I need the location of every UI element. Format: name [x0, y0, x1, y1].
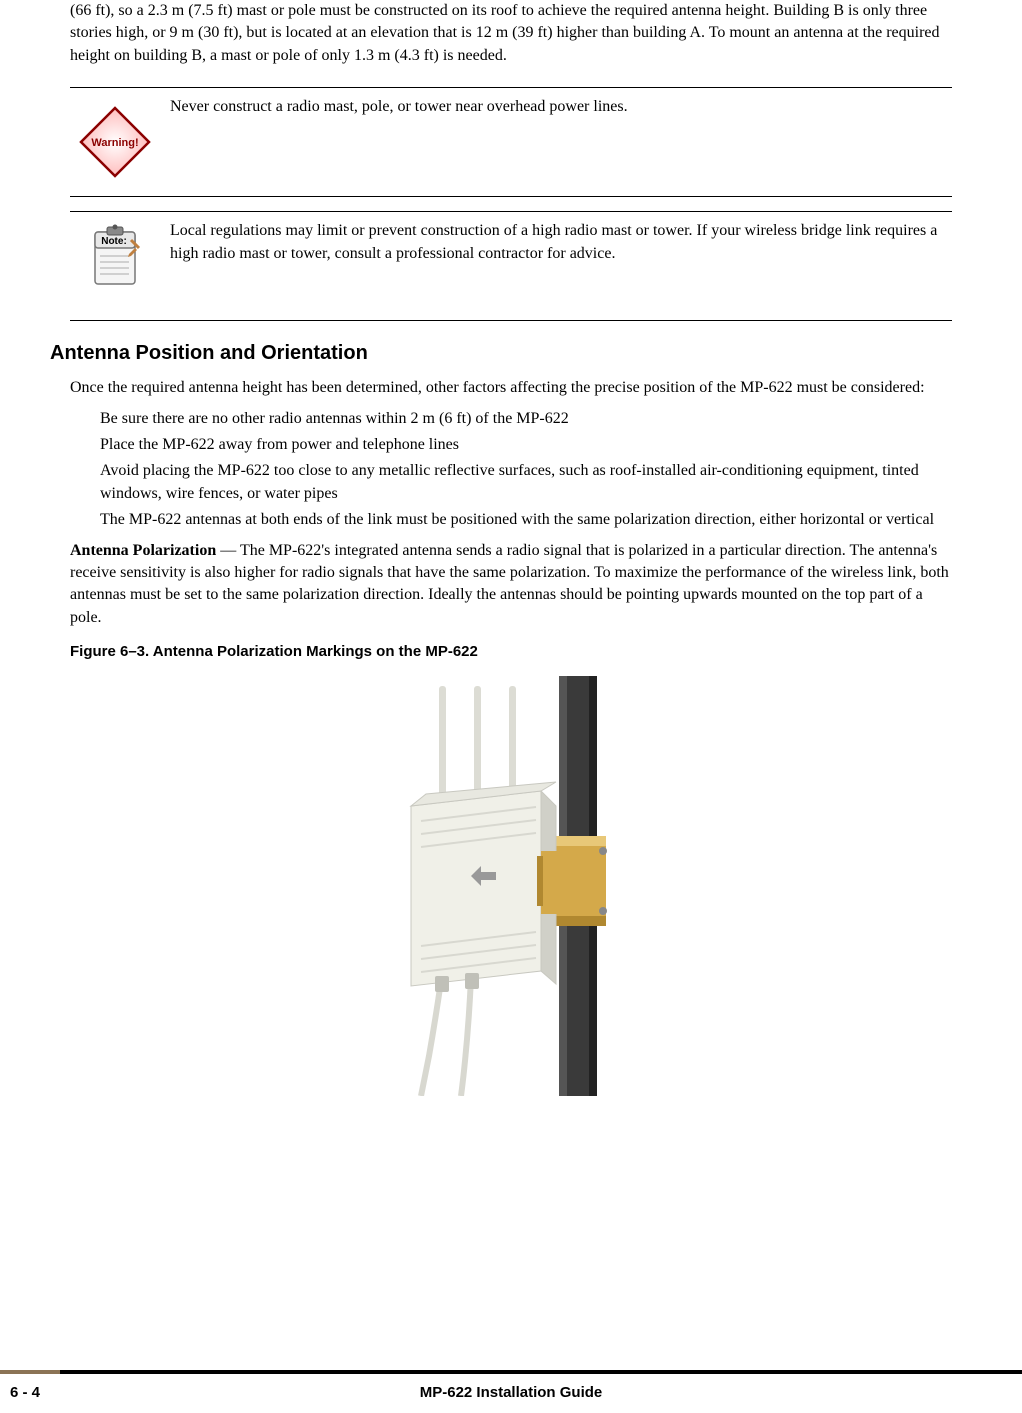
intro-paragraph: (66 ft), so a 2.3 m (7.5 ft) mast or pol… — [70, 0, 952, 67]
page-number: 6 - 4 — [10, 1382, 40, 1403]
guide-title: MP-622 Installation Guide — [420, 1382, 603, 1403]
note-text: Local regulations may limit or prevent c… — [170, 220, 952, 265]
note-callout: Note: Local regulations may limit or pre… — [70, 211, 952, 321]
warning-callout: Warning! Never construct a radio mast, p… — [70, 87, 952, 197]
figure-caption: Figure 6–3. Antenna Polarization Marking… — [70, 641, 952, 662]
warning-text: Never construct a radio mast, pole, or t… — [170, 96, 952, 118]
polarization-sep: — — [216, 542, 240, 559]
polarization-lead: Antenna Polarization — [70, 542, 216, 559]
device-illustration — [341, 676, 681, 1096]
list-item: Avoid placing the MP-622 too close to an… — [100, 460, 952, 505]
footer-accent — [0, 1370, 60, 1374]
list-item: Be sure there are no other radio antenna… — [100, 408, 952, 430]
position-intro-paragraph: Once the required antenna height has bee… — [70, 377, 952, 399]
note-icon: Note: — [70, 220, 160, 292]
page-footer: 6 - 4 MP-622 Installation Guide — [0, 1370, 1022, 1413]
polarization-paragraph: Antenna Polarization — The MP-622's inte… — [70, 540, 952, 630]
svg-text:Note:: Note: — [101, 236, 127, 247]
list-item: The MP-622 antennas at both ends of the … — [100, 509, 952, 531]
figure-image — [70, 676, 952, 1096]
warning-icon-label: Warning! — [91, 137, 138, 149]
section-heading: Antenna Position and Orientation — [50, 339, 952, 367]
list-item: Place the MP-622 away from power and tel… — [100, 434, 952, 456]
bullet-list: Be sure there are no other radio antenna… — [100, 408, 952, 532]
warning-icon: Warning! — [70, 96, 160, 180]
